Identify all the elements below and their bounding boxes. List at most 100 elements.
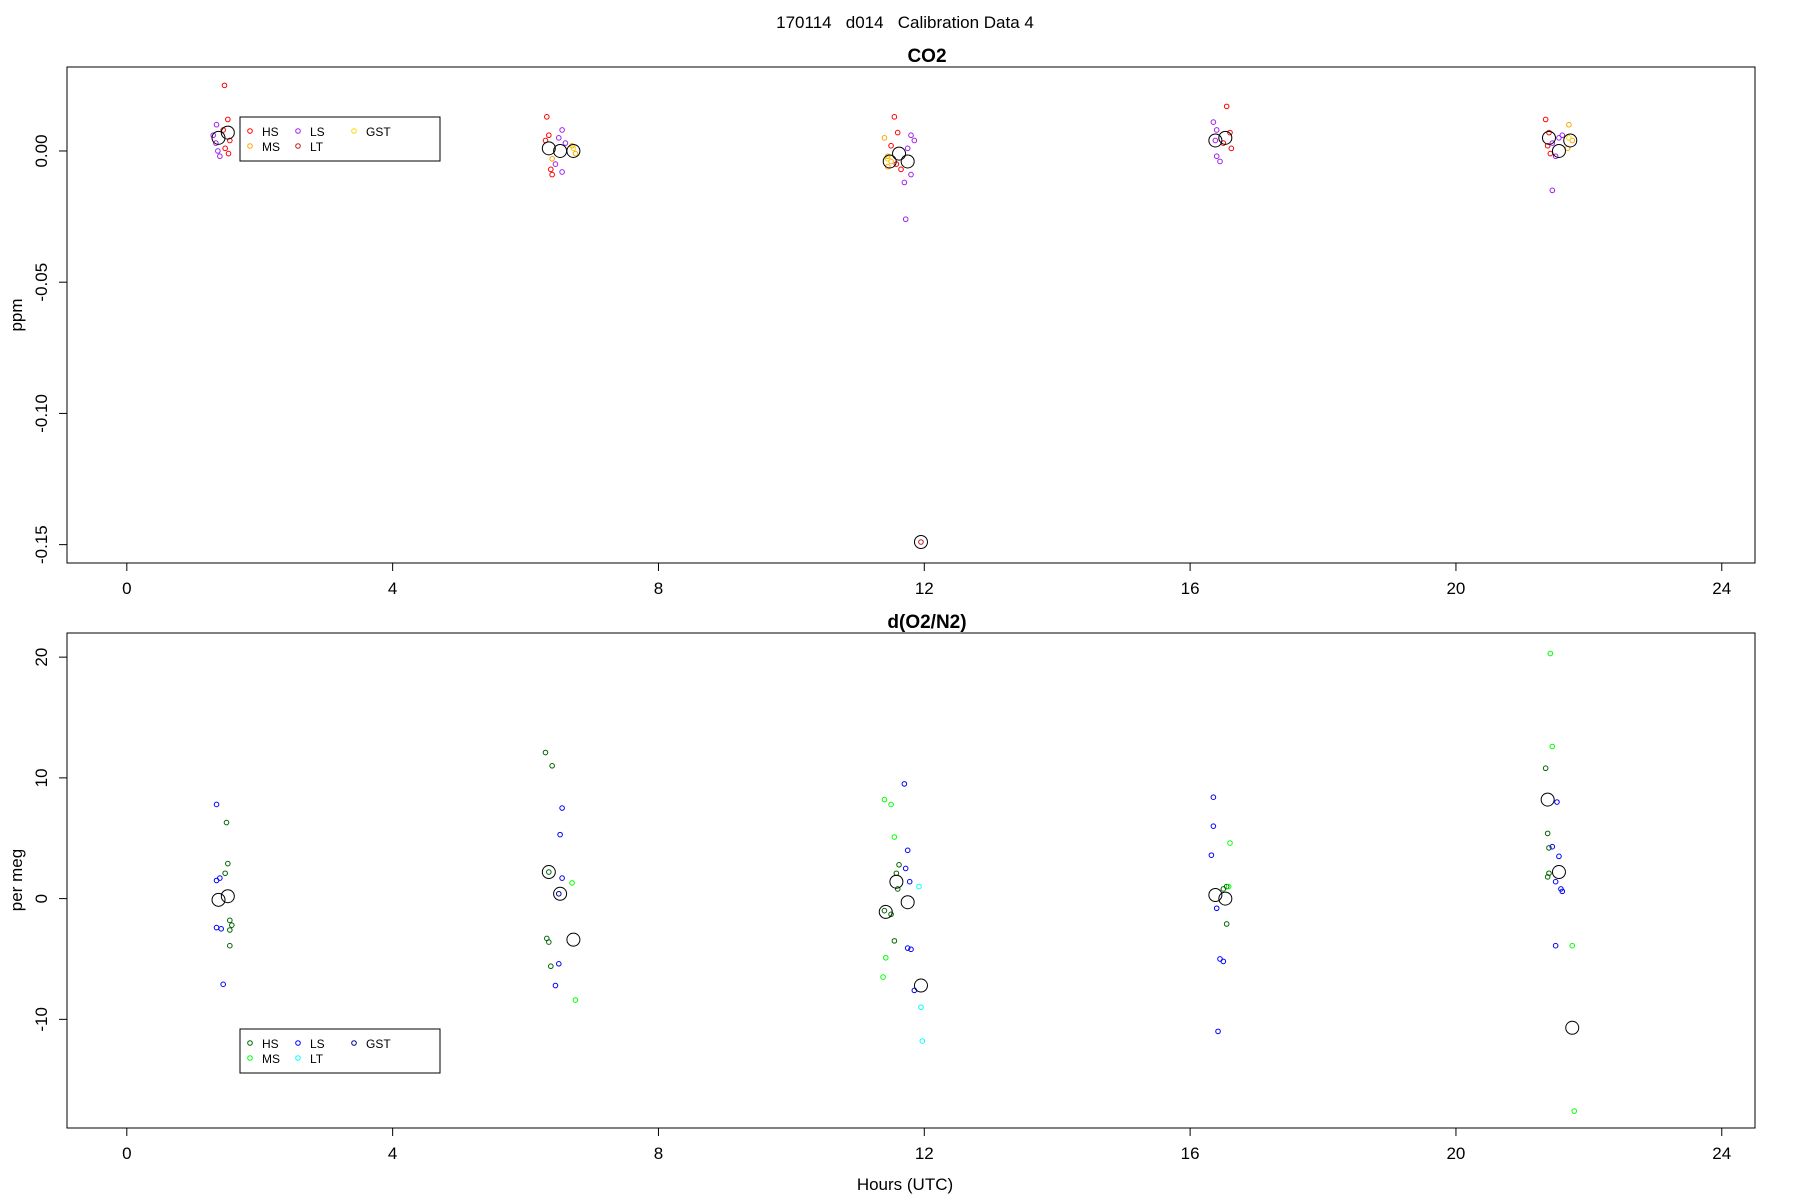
o2n2-point-hs bbox=[546, 869, 552, 875]
o2n2-point-ls bbox=[1559, 888, 1566, 895]
o2n2-legend-marker bbox=[247, 1055, 253, 1061]
o2n2-mean-marker bbox=[211, 892, 226, 907]
co2-legend-label: GST bbox=[366, 125, 391, 139]
o2n2-point-hs bbox=[1542, 765, 1549, 772]
o2n2-mean-marker bbox=[541, 865, 556, 880]
co2-point-ls bbox=[213, 140, 219, 146]
o2n2-mean-marker bbox=[889, 874, 904, 889]
o2n2-y-tick-label: 10 bbox=[32, 768, 51, 787]
co2-point-ls bbox=[213, 121, 220, 128]
o2n2-x-tick-label: 12 bbox=[915, 1144, 934, 1163]
o2n2-point-hs bbox=[896, 862, 902, 868]
o2n2-y-tick-label: -10 bbox=[32, 1007, 51, 1032]
co2-panel-title: CO2 bbox=[907, 46, 946, 67]
o2n2-panel: d(O2/N2) per meg Hours (UTC) 0 4 8 12 16 20 24… bbox=[7, 612, 1756, 1194]
co2-y-tick-label: -0.05 bbox=[32, 263, 51, 302]
o2n2-point-ls bbox=[1213, 905, 1220, 912]
o2n2-legend-marker bbox=[295, 1055, 301, 1061]
co2-mean-marker bbox=[913, 535, 928, 550]
co2-point-hs bbox=[227, 137, 233, 144]
co2-point-ls bbox=[904, 145, 911, 152]
co2-point-hs bbox=[1228, 145, 1235, 152]
co2-x-tick-label: 4 bbox=[388, 579, 397, 598]
o2n2-point-ls bbox=[552, 982, 559, 989]
o2n2-point-ls bbox=[1215, 1028, 1221, 1035]
o2n2-point-hs bbox=[548, 963, 554, 970]
co2-legend-label: LS bbox=[310, 125, 325, 139]
o2n2-point-hs bbox=[549, 763, 555, 769]
co2-point-hs bbox=[1544, 142, 1551, 149]
co2-mean-marker bbox=[541, 141, 556, 156]
co2-point-ls bbox=[562, 140, 569, 146]
o2n2-point-ms bbox=[888, 801, 894, 808]
o2n2-point-ls bbox=[1552, 878, 1559, 885]
co2-point-ls bbox=[911, 137, 918, 144]
o2n2-point-ls bbox=[213, 877, 220, 884]
co2-mean-marker bbox=[566, 143, 581, 158]
o2n2-point-ls bbox=[906, 878, 913, 885]
co2-point-ls bbox=[1559, 132, 1566, 139]
o2n2-point-ls bbox=[213, 801, 220, 808]
co2-legend-marker bbox=[247, 143, 253, 149]
co2-mean-marker bbox=[220, 125, 235, 140]
o2n2-point-ls bbox=[902, 865, 909, 872]
o2n2-mean-marker bbox=[566, 932, 581, 947]
co2-point-ms bbox=[888, 158, 894, 165]
co2-point-ls bbox=[1556, 135, 1562, 141]
co2-point-ls bbox=[1552, 153, 1559, 160]
o2n2-mean-marker bbox=[553, 886, 568, 901]
co2-point-ls bbox=[559, 169, 565, 175]
co2-point-hs bbox=[222, 145, 228, 152]
o2n2-point-hs bbox=[227, 917, 233, 924]
o2n2-point-ms bbox=[1569, 942, 1576, 949]
o2n2-legend-marker bbox=[247, 1040, 253, 1046]
o2n2-point-ls bbox=[1549, 843, 1556, 850]
o2n2-point-ms bbox=[1225, 883, 1232, 890]
o2n2-points bbox=[211, 650, 1580, 1114]
co2-legend-marker bbox=[295, 143, 301, 149]
co2-point-gst bbox=[570, 145, 577, 152]
co2-point-hs bbox=[221, 82, 228, 89]
co2-x-axis: 0 4 8 12 16 20 24 bbox=[122, 562, 1731, 598]
o2n2-point-hs bbox=[1546, 870, 1552, 877]
o2n2-point-ls bbox=[555, 961, 562, 967]
o2n2-y-axis: 20 10 0 -10 bbox=[32, 648, 68, 1032]
co2-point-hs bbox=[1542, 116, 1549, 123]
o2n2-point-ls bbox=[559, 805, 565, 811]
o2n2-mean-marker bbox=[900, 895, 915, 910]
co2-point-hs bbox=[1223, 103, 1230, 110]
x-axis-label: Hours (UTC) bbox=[857, 1175, 953, 1194]
o2n2-point-ls bbox=[1552, 942, 1559, 949]
o2n2-y-tick-label: 20 bbox=[32, 648, 51, 667]
o2n2-point-ls bbox=[1556, 853, 1562, 860]
o2n2-point-ls bbox=[904, 847, 911, 854]
o2n2-point-ms bbox=[1571, 1108, 1578, 1114]
co2-point-hs bbox=[544, 114, 550, 120]
co2-point-ls bbox=[1549, 140, 1556, 146]
co2-y-axis-label: ppm bbox=[7, 298, 26, 331]
co2-legend-label: MS bbox=[262, 140, 280, 154]
o2n2-point-ls bbox=[908, 946, 914, 953]
co2-x-tick-label: 16 bbox=[1181, 579, 1200, 598]
co2-point-ls bbox=[1213, 127, 1220, 133]
o2n2-point-hs bbox=[229, 922, 235, 928]
co2-panel: CO2 ppm 0 4 8 12 16 20 24 0.00-0.05-0.10-0.15 … bbox=[7, 46, 1756, 598]
co2-legend-marker bbox=[295, 128, 301, 134]
co2-x-tick-label: 12 bbox=[915, 579, 934, 598]
co2-mean-marker bbox=[1551, 143, 1566, 158]
o2n2-point-ls bbox=[557, 831, 563, 838]
o2n2-point-lt bbox=[916, 883, 922, 890]
co2-mean-marker bbox=[892, 146, 907, 161]
o2n2-point-lt bbox=[918, 1004, 924, 1011]
o2n2-y-tick-label: 0 bbox=[32, 894, 51, 903]
co2-point-gst bbox=[1566, 135, 1572, 141]
o2n2-point-ms bbox=[572, 997, 579, 1003]
co2-point-ms bbox=[1566, 121, 1572, 128]
o2n2-x-tick-label: 4 bbox=[388, 1144, 397, 1163]
co2-point-ls bbox=[215, 148, 221, 154]
co2-point-lt bbox=[918, 539, 924, 545]
co2-mean-marker bbox=[882, 154, 897, 169]
o2n2-point-hs bbox=[227, 927, 233, 933]
